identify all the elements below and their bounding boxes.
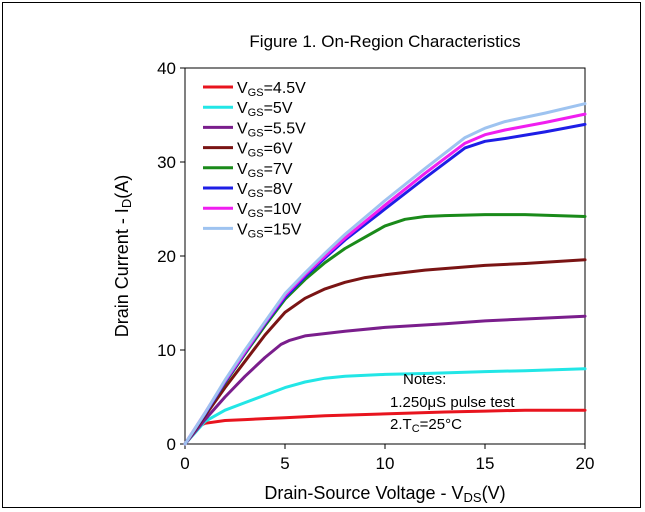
x-axis-label: Drain-Source Voltage - VDS(V) xyxy=(264,483,505,505)
y-tick-label: 0 xyxy=(167,435,176,454)
legend-label-6: VGS=10V xyxy=(237,201,302,220)
legend-label-3: VGS=6V xyxy=(237,141,293,160)
legend-label-7: VGS=15V xyxy=(237,221,302,240)
y-tick-label: 30 xyxy=(157,153,176,172)
x-tick-label: 5 xyxy=(280,454,289,473)
y-axis-label: Drain Current - ID(A) xyxy=(112,175,134,337)
series-line-2 xyxy=(183,314,587,446)
series-line-3 xyxy=(183,258,587,446)
legend-label-0: VGS=4.5V xyxy=(237,80,306,99)
legend-label-2: VGS=5.5V xyxy=(237,120,306,139)
figure-border xyxy=(2,2,641,508)
y-tick-label: 10 xyxy=(157,341,176,360)
chart-title: Figure 1. On-Region Characteristics xyxy=(249,32,520,51)
legend-label-1: VGS=5V xyxy=(237,100,293,119)
x-tick-label: 20 xyxy=(576,454,595,473)
series-line-1 xyxy=(183,367,587,446)
legend-label-5: VGS=8V xyxy=(237,181,293,200)
legend-label-4: VGS=7V xyxy=(237,161,293,180)
note-line: 2.TC=25°C xyxy=(390,416,462,435)
x-tick-label: 10 xyxy=(376,454,395,473)
y-tick-label: 20 xyxy=(157,247,176,266)
note-line: 1.250μS pulse test xyxy=(390,394,515,411)
series-line-0 xyxy=(183,408,587,446)
note-line: Notes: xyxy=(403,371,446,388)
x-tick-label: 0 xyxy=(180,454,189,473)
series-line-7 xyxy=(183,102,587,446)
x-tick-label: 15 xyxy=(476,454,495,473)
y-tick-label: 40 xyxy=(157,59,176,78)
